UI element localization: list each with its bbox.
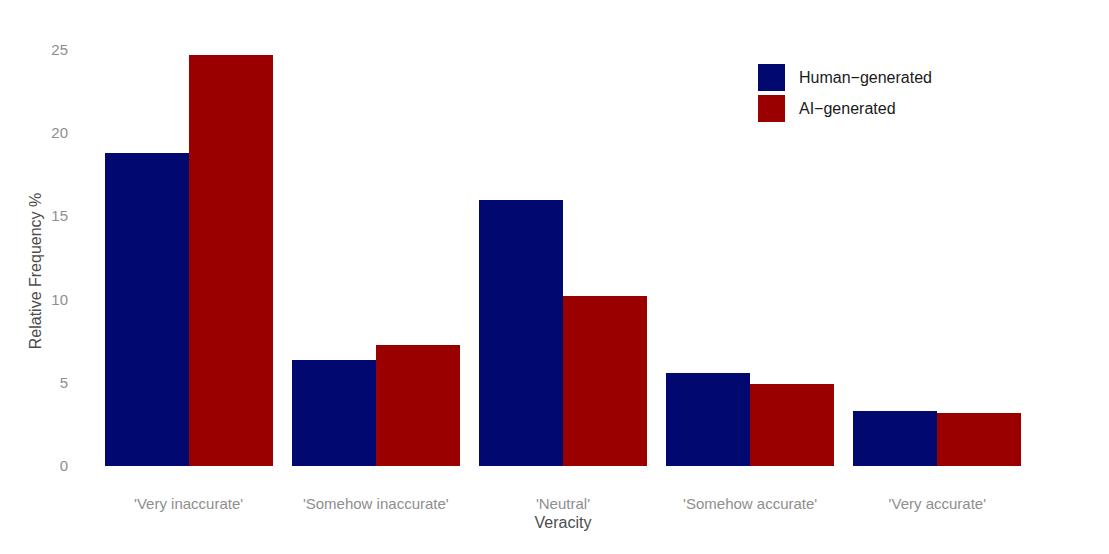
- legend-item: Human−generated: [758, 64, 932, 91]
- legend-label: AI−generated: [799, 100, 896, 118]
- bar-group: [105, 55, 273, 466]
- y-tick-label: 20: [18, 124, 68, 142]
- y-tick-label: 0: [18, 457, 68, 475]
- bar: [189, 55, 273, 466]
- x-tick-label: 'Very accurate': [853, 495, 1021, 512]
- x-tick-label: 'Somehow inaccurate': [292, 495, 460, 512]
- y-tick-label: 10: [18, 291, 68, 309]
- legend-item: AI−generated: [758, 95, 932, 122]
- bar-group: [853, 411, 1021, 466]
- bar-chart: Relative Frequency % 0510152025 'Very in…: [0, 0, 1109, 554]
- bar: [563, 296, 647, 466]
- legend: Human−generated AI−generated: [758, 64, 932, 126]
- x-tick-label: 'Somehow accurate': [666, 495, 834, 512]
- bar: [937, 413, 1021, 466]
- bar: [750, 384, 834, 466]
- legend-label: Human−generated: [799, 69, 932, 87]
- bar-group: [292, 345, 460, 466]
- bar: [105, 153, 189, 466]
- bar-group: [666, 373, 834, 466]
- y-tick-label: 5: [18, 374, 68, 392]
- legend-swatch: [758, 64, 785, 91]
- x-tick-label: 'Very inaccurate': [105, 495, 273, 512]
- bar-group: [479, 200, 647, 466]
- y-tick-label: 25: [18, 41, 68, 59]
- y-tick-label: 15: [18, 207, 68, 225]
- bar: [666, 373, 750, 466]
- legend-swatch: [758, 95, 785, 122]
- x-tick-label: 'Neutral': [479, 495, 647, 512]
- x-axis-title: Veracity: [95, 514, 1031, 532]
- bar: [479, 200, 563, 466]
- bar: [376, 345, 460, 466]
- x-axis-tick-labels: 'Very inaccurate' 'Somehow inaccurate' 'Ne…: [95, 495, 1031, 512]
- bar: [292, 360, 376, 466]
- bar: [853, 411, 937, 466]
